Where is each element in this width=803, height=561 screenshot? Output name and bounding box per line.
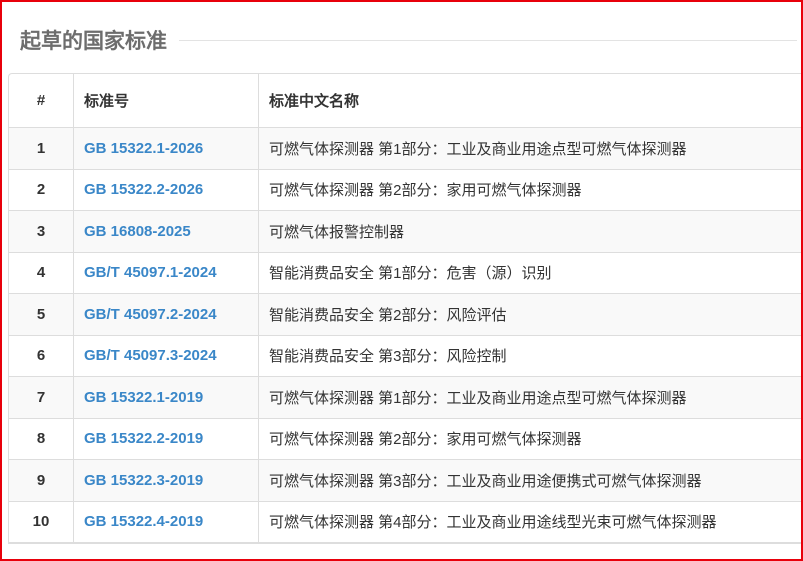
table-row: 10 GB 15322.4-2019 可燃气体探测器 第4部分：工业及商业用途线… bbox=[9, 501, 801, 543]
standard-name: 可燃气体探测器 第2部分：家用可燃气体探测器 bbox=[259, 170, 801, 211]
row-index: 1 bbox=[9, 128, 74, 170]
row-index: 4 bbox=[9, 252, 74, 294]
standard-name: 可燃气体探测器 第3部分：工业及商业用途便携式可燃气体探测器 bbox=[259, 460, 801, 502]
standard-code-link[interactable]: GB 15322.2-2026 bbox=[84, 181, 204, 199]
section-header: 起草的国家标准 bbox=[20, 24, 797, 56]
code-cell: GB 15322.1-2026 bbox=[74, 128, 259, 170]
row-index: 9 bbox=[9, 460, 74, 502]
table-row: 2 GB 15322.2-2026 可燃气体探测器 第2部分：家用可燃气体探测器 bbox=[9, 169, 801, 211]
table-row: 5 GB/T 45097.2-2024 智能消费品安全 第2部分：风险评估 bbox=[9, 294, 801, 336]
table-row: 8 GB 15322.2-2019 可燃气体探测器 第2部分：家用可燃气体探测器 bbox=[9, 418, 801, 460]
standard-code-link[interactable]: GB 15322.3-2019 bbox=[84, 471, 204, 489]
standard-code-link[interactable]: GB/T 45097.1-2024 bbox=[84, 264, 217, 282]
table-row: 9 GB 15322.3-2019 可燃气体探测器 第3部分：工业及商业用途便携… bbox=[9, 460, 801, 502]
standard-name: 可燃气体探测器 第4部分：工业及商业用途线型光束可燃气体探测器 bbox=[259, 502, 801, 543]
row-index: 8 bbox=[9, 418, 74, 460]
header-index: # bbox=[9, 74, 74, 128]
standard-name: 智能消费品安全 第1部分：危害（源）识别 bbox=[259, 253, 801, 294]
standard-name: 智能消费品安全 第2部分：风险评估 bbox=[259, 294, 801, 336]
row-index: 3 bbox=[9, 211, 74, 253]
code-cell: GB 16808-2025 bbox=[74, 211, 259, 253]
table-header-row: # 标准号 标准中文名称 bbox=[9, 74, 801, 128]
table-row: 7 GB 15322.1-2019 可燃气体探测器 第1部分：工业及商业用途点型… bbox=[9, 377, 801, 419]
code-cell: GB/T 45097.2-2024 bbox=[74, 294, 259, 336]
header-code: 标准号 bbox=[74, 74, 259, 128]
row-index: 6 bbox=[9, 335, 74, 377]
row-index: 7 bbox=[9, 377, 74, 419]
standard-name: 可燃气体探测器 第1部分：工业及商业用途点型可燃气体探测器 bbox=[259, 377, 801, 419]
divider bbox=[179, 39, 797, 41]
standard-code-link[interactable]: GB 15322.4-2019 bbox=[84, 513, 204, 531]
header-name: 标准中文名称 bbox=[259, 74, 801, 128]
row-index: 5 bbox=[9, 294, 74, 336]
row-index: 10 bbox=[9, 501, 74, 543]
standard-code-link[interactable]: GB 15322.1-2026 bbox=[84, 139, 204, 157]
code-cell: GB/T 45097.1-2024 bbox=[74, 252, 259, 294]
code-cell: GB 15322.4-2019 bbox=[74, 501, 259, 543]
standard-code-link[interactable]: GB/T 45097.3-2024 bbox=[84, 347, 217, 365]
table-row: 1 GB 15322.1-2026 可燃气体探测器 第1部分：工业及商业用途点型… bbox=[9, 128, 801, 170]
standard-code-link[interactable]: GB 15322.2-2019 bbox=[84, 430, 204, 448]
table-row: 4 GB/T 45097.1-2024 智能消费品安全 第1部分：危害（源）识别 bbox=[9, 252, 801, 294]
standard-code-link[interactable]: GB/T 45097.2-2024 bbox=[84, 305, 217, 323]
standards-table: # 标准号 标准中文名称 1 GB 15322.1-2026 可燃气体探测器 第… bbox=[8, 73, 801, 544]
standard-code-link[interactable]: GB 15322.1-2019 bbox=[84, 388, 204, 406]
section-title: 起草的国家标准 bbox=[20, 30, 167, 53]
standard-name: 可燃气体探测器 第2部分：家用可燃气体探测器 bbox=[259, 419, 801, 460]
code-cell: GB 15322.1-2019 bbox=[74, 377, 259, 419]
standard-code-link[interactable]: GB 16808-2025 bbox=[84, 222, 191, 240]
standard-name: 可燃气体探测器 第1部分：工业及商业用途点型可燃气体探测器 bbox=[259, 128, 801, 170]
code-cell: GB 15322.2-2019 bbox=[74, 418, 259, 460]
table-row: 3 GB 16808-2025 可燃气体报警控制器 bbox=[9, 211, 801, 253]
standard-name: 可燃气体报警控制器 bbox=[259, 211, 801, 253]
code-cell: GB 15322.3-2019 bbox=[74, 460, 259, 502]
code-cell: GB/T 45097.3-2024 bbox=[74, 335, 259, 377]
code-cell: GB 15322.2-2026 bbox=[74, 169, 259, 211]
standard-name: 智能消费品安全 第3部分：风险控制 bbox=[259, 336, 801, 377]
table-row: 6 GB/T 45097.3-2024 智能消费品安全 第3部分：风险控制 bbox=[9, 335, 801, 377]
row-index: 2 bbox=[9, 169, 74, 211]
